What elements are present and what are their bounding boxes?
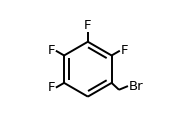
Text: F: F	[48, 44, 55, 57]
Text: F: F	[120, 44, 128, 57]
Text: F: F	[48, 81, 55, 94]
Text: F: F	[84, 19, 92, 32]
Text: Br: Br	[128, 80, 143, 93]
